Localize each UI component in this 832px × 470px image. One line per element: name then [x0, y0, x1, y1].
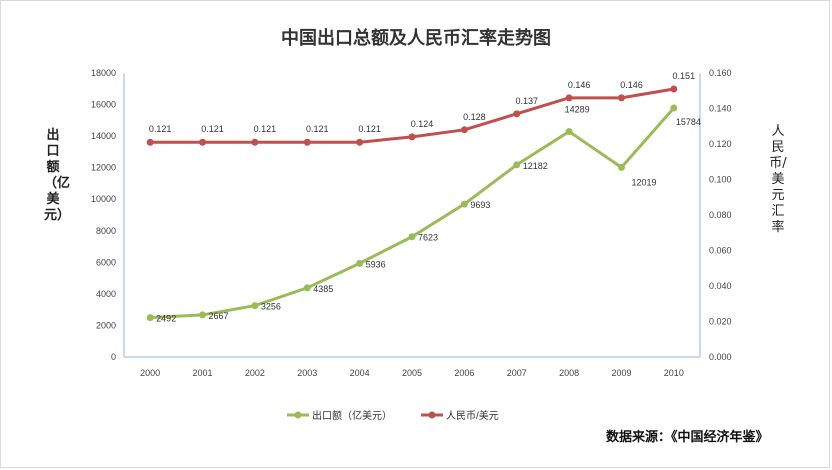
x-tick-label: 2006: [454, 368, 474, 378]
exports-point: [460, 200, 468, 208]
exchange-rate-point: [199, 138, 207, 146]
exports-point: [356, 259, 364, 267]
x-tick-label: 2001: [193, 368, 213, 378]
exchange-rate-point: [146, 138, 154, 146]
x-tick-label: 2002: [245, 368, 265, 378]
exchange-rate-point: [460, 126, 468, 134]
exchange-rate-point: [408, 133, 416, 141]
y-left-tick-label: 4000: [96, 289, 116, 299]
exchange-rate-data-label: 0.121: [201, 124, 224, 134]
exports-data-label: 12182: [523, 161, 548, 171]
y-right-tick-label: 0.060: [709, 246, 732, 256]
y-left-tick-label: 6000: [96, 257, 116, 267]
exchange-rate-point: [670, 85, 678, 93]
y-right-tick-label: 0.040: [709, 281, 732, 291]
exchange-rate-point: [356, 138, 364, 146]
exports-point: [303, 284, 311, 292]
exports-data-label: 15784: [676, 117, 701, 127]
exchange-rate-data-label: 0.151: [673, 71, 696, 81]
exports-data-label: 4385: [313, 284, 333, 294]
y-left-tick-label: 12000: [91, 163, 116, 173]
y-right-tick-label: 0.160: [709, 68, 732, 78]
exports-point: [670, 104, 678, 112]
y-right-tick-label: 0.120: [709, 139, 732, 149]
y-left-tick-label: 18000: [91, 68, 116, 78]
y-right-tick-label: 0.140: [709, 104, 732, 114]
y-right-tick-label: 0.020: [709, 317, 732, 327]
exports-data-label: 2667: [209, 311, 229, 321]
exchange-rate-data-label: 0.121: [358, 124, 381, 134]
legend-exports-marker: [294, 411, 302, 419]
legend-exchange-rate-marker: [428, 411, 436, 419]
exports-point: [513, 161, 521, 169]
exports-point: [199, 311, 207, 319]
exchange-rate-data-label: 0.128: [463, 112, 486, 122]
exports-point: [617, 163, 625, 171]
y-left-tick-label: 10000: [91, 194, 116, 204]
legend-exchange-rate-label: 人民币/美元: [446, 409, 499, 422]
exchange-rate-data-label: 0.146: [568, 80, 591, 90]
x-tick-label: 2005: [402, 368, 422, 378]
exchange-rate-data-label: 0.121: [254, 124, 277, 134]
x-tick-label: 2010: [664, 368, 684, 378]
x-tick-label: 2000: [140, 368, 160, 378]
exchange-rate-data-label: 0.137: [515, 96, 538, 106]
exchange-rate-point: [303, 138, 311, 146]
exports-data-label: 7623: [418, 233, 438, 243]
data-source-note: 数据来源：《中国经济年鉴》: [606, 430, 769, 445]
x-tick-label: 2009: [611, 368, 631, 378]
exchange-rate-point: [251, 138, 259, 146]
exports-data-label: 14289: [565, 105, 590, 115]
y-right-tick-label: 0.000: [709, 352, 732, 362]
legend-exports-label: 出口额（亿美元）: [312, 409, 392, 422]
exports-point: [408, 233, 416, 241]
exports-point: [565, 128, 573, 136]
y-right-tick-label: 0.100: [709, 175, 732, 185]
exports-data-label: 9693: [470, 200, 490, 210]
exports-data-label: 2492: [156, 314, 176, 324]
exchange-rate-point: [617, 94, 625, 102]
exchange-rate-data-label: 0.124: [411, 119, 434, 129]
x-tick-label: 2007: [507, 368, 527, 378]
y-left-tick-label: 14000: [91, 131, 116, 141]
y-right-tick-label: 0.080: [709, 210, 732, 220]
y-left-tick-label: 8000: [96, 226, 116, 236]
x-tick-label: 2004: [350, 368, 370, 378]
exports-point: [251, 302, 259, 310]
exports-data-label: 12019: [631, 177, 656, 187]
y-left-tick-label: 16000: [91, 100, 116, 110]
exchange-rate-data-label: 0.121: [149, 124, 172, 134]
y-left-tick-label: 2000: [96, 320, 116, 330]
x-tick-label: 2008: [559, 368, 579, 378]
exchange-rate-data-label: 0.121: [306, 124, 329, 134]
exports-data-label: 5936: [366, 259, 386, 269]
exports-data-label: 3256: [261, 302, 281, 312]
x-tick-label: 2003: [297, 368, 317, 378]
chart-title: 中国出口总额及人民币汇率走势图: [281, 28, 551, 49]
exports-point: [146, 314, 154, 322]
y-left-tick-label: 0: [111, 352, 116, 362]
exchange-rate-point: [513, 110, 521, 118]
exchange-rate-point: [565, 94, 573, 102]
exchange-rate-data-label: 0.146: [620, 80, 643, 90]
y-axis-right-label: 人民币/美元汇率: [769, 124, 787, 235]
